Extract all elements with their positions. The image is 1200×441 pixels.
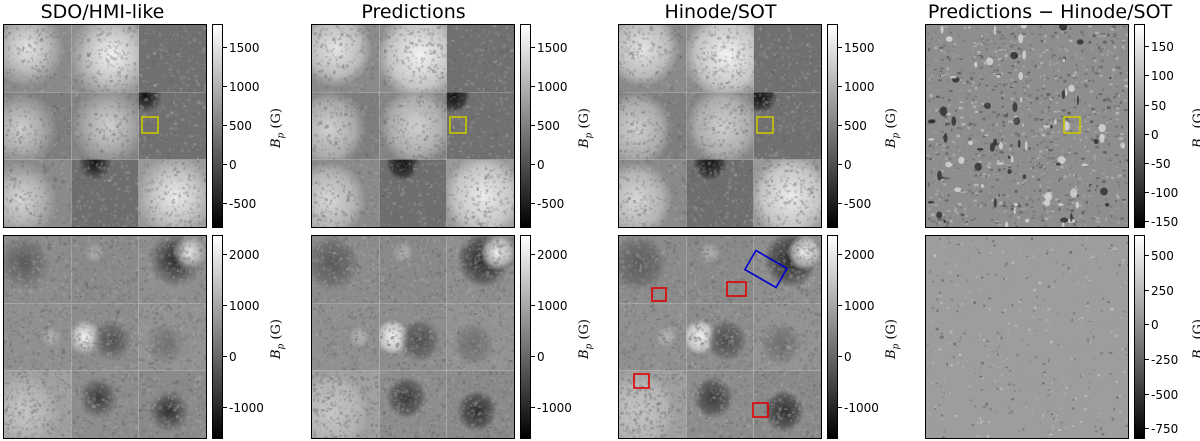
colorbar-label: Bp (G) <box>269 319 287 359</box>
colorbar-tick-label: 500 <box>1145 250 1174 262</box>
annotation-box <box>743 249 789 289</box>
colorbar-tick-label: 500 <box>223 120 252 132</box>
colorbar-label: Bp (G) <box>269 108 287 148</box>
annotation-box <box>1063 116 1081 134</box>
heatmap-image <box>4 25 206 227</box>
heatmap-image <box>312 236 514 438</box>
column-title-hinode-sot: Hinode/SOT <box>618 0 823 24</box>
colorbar-label: Bp (G) <box>1191 319 1200 359</box>
colorbar-tick-label: -150 <box>1144 216 1178 228</box>
colorbar <box>1134 24 1145 228</box>
heatmap-panel-r0-c3 <box>925 24 1129 228</box>
colorbar-tick-label: 0 <box>531 351 545 363</box>
colorbar-tick-label: -500 <box>530 198 564 210</box>
heatmap-image <box>926 25 1128 227</box>
heatmap-image <box>312 25 514 227</box>
colorbar-tick-label: 250 <box>1145 285 1174 297</box>
annotation-box <box>756 116 774 134</box>
colorbar-tick-label: 0 <box>223 351 237 363</box>
colorbar-tick-label: -500 <box>1144 389 1178 401</box>
colorbar-tick-label: -50 <box>1145 158 1171 170</box>
colorbar-tick-label: 100 <box>1145 70 1174 82</box>
colorbar <box>212 235 223 439</box>
annotation-box <box>752 402 769 418</box>
colorbar <box>827 24 838 228</box>
colorbar-tick-label: 2000 <box>223 249 260 261</box>
colorbar-tick-label: -750 <box>1144 423 1178 435</box>
colorbar-tick-label: 0 <box>838 159 852 171</box>
colorbar-tick-label: 1000 <box>223 81 260 93</box>
colorbar-tick-label: 500 <box>531 120 560 132</box>
heatmap-image <box>619 236 821 438</box>
colorbar-tick-label: 1000 <box>838 300 875 312</box>
annotation-box <box>449 116 467 134</box>
heatmap-image <box>926 236 1128 438</box>
colorbar-tick-label: 50 <box>1144 100 1166 112</box>
heatmap-panel-r1-c1 <box>311 235 515 439</box>
heatmap-panel-r0-c2 <box>618 24 822 228</box>
colorbar <box>827 235 838 439</box>
colorbar-tick-label: 1000 <box>531 300 568 312</box>
colorbar-tick-label: 500 <box>838 120 867 132</box>
colorbar-tick-label: 1500 <box>223 42 260 54</box>
column-title-difference: Predictions − Hinode/SOT <box>900 0 1200 24</box>
heatmap-panel-r1-c2 <box>618 235 822 439</box>
colorbar-label: Bp (G) <box>884 108 902 148</box>
annotation-box <box>726 281 747 297</box>
colorbar-tick-label: -500 <box>837 198 871 210</box>
annotation-box <box>141 116 159 134</box>
colorbar-tick-label: 0 <box>1145 319 1159 331</box>
heatmap-panel-r1-c0 <box>3 235 207 439</box>
colorbar-tick-label: 2000 <box>838 249 875 261</box>
colorbar-tick-label: 2000 <box>531 249 568 261</box>
colorbar-label: Bp (G) <box>884 319 902 359</box>
heatmap-panel-r1-c3 <box>925 235 1129 439</box>
colorbar-label: Bp (G) <box>577 319 595 359</box>
colorbar-label: Bp (G) <box>577 108 595 148</box>
heatmap-image <box>4 236 206 438</box>
colorbar-tick-label: 1000 <box>838 81 875 93</box>
colorbar-tick-label: -100 <box>1144 187 1178 199</box>
colorbar-tick-label: -1000 <box>223 402 264 414</box>
colorbar-tick-label: 0 <box>223 159 237 171</box>
colorbar-label: Bp (G) <box>1191 108 1200 148</box>
colorbar-tick-label: -1000 <box>531 402 572 414</box>
colorbar-tick-label: 150 <box>1145 41 1174 53</box>
colorbar-tick-label: 1500 <box>531 42 568 54</box>
colorbar-tick-label: 1000 <box>531 81 568 93</box>
column-title-sdo-hmi: SDO/HMI-like <box>0 0 205 24</box>
colorbar-tick-label: 0 <box>838 351 852 363</box>
colorbar-tick-label: 0 <box>1145 129 1159 141</box>
heatmap-panel-r0-c0 <box>3 24 207 228</box>
heatmap-panel-r0-c1 <box>311 24 515 228</box>
colorbar-tick-label: 0 <box>531 159 545 171</box>
colorbar-tick-label: -500 <box>222 198 256 210</box>
colorbar <box>520 235 531 439</box>
colorbar <box>1134 235 1145 439</box>
colorbar <box>212 24 223 228</box>
colorbar-tick-label: -1000 <box>838 402 879 414</box>
annotation-box <box>633 373 650 389</box>
colorbar-tick-label: 1000 <box>223 300 260 312</box>
colorbar <box>520 24 531 228</box>
colorbar-tick-label: 1500 <box>838 42 875 54</box>
column-title-predictions: Predictions <box>311 0 516 24</box>
colorbar-tick-label: -250 <box>1144 354 1178 366</box>
annotation-box <box>651 287 667 302</box>
heatmap-image <box>619 25 821 227</box>
